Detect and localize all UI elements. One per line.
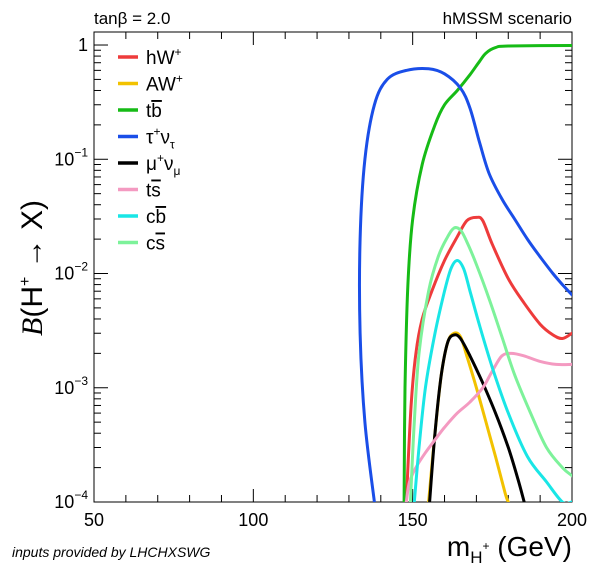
x-tick-label: 50 xyxy=(84,510,104,530)
x-axis-base: m xyxy=(447,531,470,562)
credit-text: inputs provided by LHCHXSWG xyxy=(12,544,211,560)
legend-label-hW: hW+ xyxy=(146,45,182,69)
y-tick-labels: 1 10−1 10−2 10−3 10−4 xyxy=(54,35,88,512)
y-axis-title: B(H+ → X) xyxy=(16,200,49,336)
x-tick-label: 150 xyxy=(398,510,428,530)
header-right: hMSSM scenario xyxy=(443,9,572,28)
plot-frame xyxy=(93,31,573,503)
series-line-mu xyxy=(428,333,526,502)
curves xyxy=(358,44,572,502)
legend-label-tau: τ+ντ xyxy=(146,125,175,152)
x-axis-sup: + xyxy=(483,539,490,553)
series-line-hW xyxy=(404,215,572,502)
y-axis-arg: (H xyxy=(16,286,49,318)
legend: hW+ AW+ tb τ+ντμ+νμ ts cb cs xyxy=(118,45,183,255)
legend-label-tb: tb xyxy=(146,101,162,122)
x-axis-title: mH+ (GeV) xyxy=(447,531,572,567)
y-tick-label: 10−4 xyxy=(54,488,88,512)
series-line-ts xyxy=(404,351,572,502)
header-left: tanβ = 2.0 xyxy=(94,9,170,28)
series-line-tau xyxy=(358,67,572,502)
axis-ticks xyxy=(93,32,573,503)
x-tick-label: 200 xyxy=(557,510,587,530)
legend-label-mu: μ+νμ xyxy=(146,151,180,178)
legend-label-cb: cb xyxy=(146,207,166,228)
legend-label-ts: ts xyxy=(146,181,161,202)
x-tick-label: 100 xyxy=(238,510,268,530)
y-tick-label: 1 xyxy=(78,35,88,55)
y-tick-label: 10−3 xyxy=(54,374,88,398)
y-tick-label: 10−2 xyxy=(54,260,88,284)
series-line-tb xyxy=(402,44,572,502)
series-line-cb xyxy=(412,259,572,502)
y-axis-func: B xyxy=(16,318,49,336)
x-axis-sub: H xyxy=(470,548,482,567)
y-axis-sup: + xyxy=(17,277,34,286)
x-axis-unit: (GeV) xyxy=(490,531,572,562)
legend-label-cs: cs xyxy=(146,234,165,255)
x-tick-labels: 50 100 150 200 xyxy=(84,510,587,530)
legend-label-AW: AW+ xyxy=(146,72,183,96)
y-tick-label: 10−1 xyxy=(54,145,88,169)
y-axis-arrow: → X) xyxy=(16,200,49,277)
series-line-cs xyxy=(408,226,572,502)
